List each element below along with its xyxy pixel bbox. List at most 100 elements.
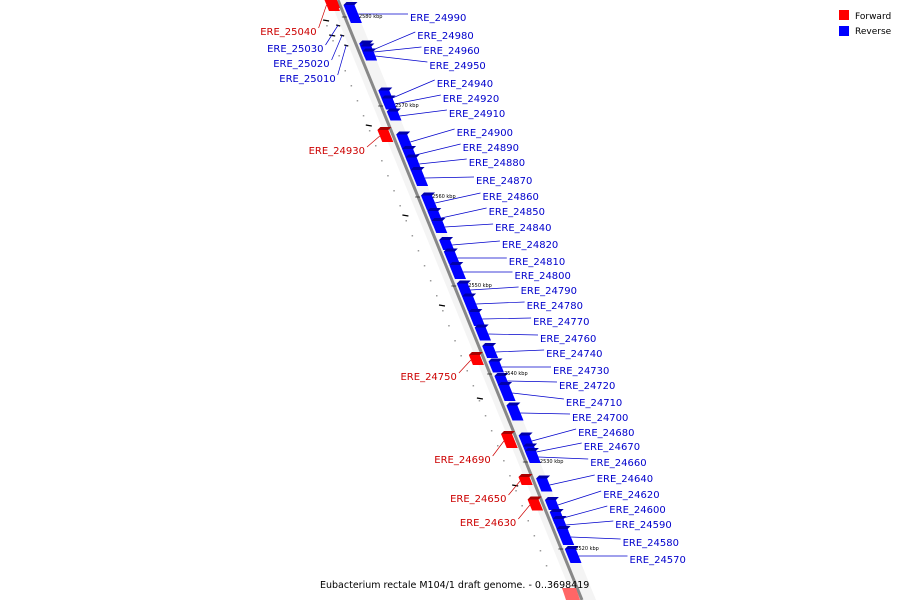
- track-dot: [497, 445, 499, 447]
- gene-feature: [431, 218, 448, 233]
- gene-leader-line: [392, 79, 435, 99]
- gene-leader-line: [538, 456, 589, 460]
- gene-label: ERE_24640: [597, 474, 653, 485]
- track-dot: [533, 535, 536, 537]
- small-feature-mark: [365, 124, 372, 127]
- genome-caption: Eubacterium rectale M104/1 draft genome.…: [320, 580, 589, 591]
- gene-leader-line: [318, 4, 327, 29]
- gene-leader-line: [476, 301, 525, 305]
- scale-tick-label: 2530 kbp: [540, 459, 564, 465]
- scale-tick-label: 2570 kbp: [395, 103, 419, 109]
- gene-label: ERE_24800: [515, 271, 571, 282]
- gene-leader-line: [507, 380, 558, 383]
- gene-label: ERE_24990: [410, 13, 466, 24]
- gene-leader-line: [512, 392, 564, 400]
- label-layer: ERE_24990 ERE_24980 ERE_24960 ERE_24950 ERE_…: [260, 4, 686, 566]
- gene-label: ERE_25030: [267, 44, 323, 55]
- track-dot: [442, 310, 444, 312]
- gene-label: ERE_24730: [553, 366, 609, 377]
- track-dot: [472, 385, 475, 387]
- gene-label: ERE_24720: [559, 381, 615, 392]
- gene-label: ERE_24660: [590, 458, 646, 469]
- track-dot: [466, 370, 468, 372]
- gene-leader-line: [520, 412, 571, 415]
- gene-label: ERE_24680: [578, 428, 634, 439]
- small-feature-mark: [329, 34, 336, 37]
- gene-leader-line: [375, 55, 428, 63]
- legend-forward-label: Forward: [855, 12, 891, 22]
- track-dot: [484, 415, 487, 417]
- gene-leader-line: [458, 359, 472, 374]
- gene-leader-line: [399, 109, 447, 117]
- gene-leader-line: [394, 94, 441, 105]
- track-dot: [521, 505, 523, 507]
- small-feature-mark: [512, 484, 519, 487]
- scale-tick-label: 2580 kbp: [359, 14, 383, 20]
- gene-feature: [462, 293, 480, 312]
- track-dot: [326, 25, 328, 27]
- gene-feature: [421, 192, 439, 211]
- gene-label: ERE_24930: [309, 146, 365, 157]
- gene-feature: [326, 0, 340, 8]
- track-dot: [362, 115, 365, 117]
- gene-label: ERE_25010: [279, 74, 335, 85]
- track-dot: [527, 520, 529, 522]
- gene-label: ERE_24890: [463, 143, 519, 154]
- gene-label: ERE_24690: [434, 455, 490, 466]
- gene-leader-line: [410, 128, 455, 143]
- scale-tick-label: 2560 kbp: [432, 194, 456, 200]
- small-feature-mark: [438, 304, 446, 307]
- track-dot: [545, 565, 548, 567]
- gene-leader-line: [570, 536, 621, 540]
- gene-label: ERE_24590: [615, 520, 671, 531]
- gene-leader-line: [419, 158, 467, 165]
- gene-label: ERE_24900: [457, 128, 513, 139]
- scale-tick-label: 2540 kbp: [504, 371, 528, 377]
- gene-label: ERE_24850: [489, 207, 545, 218]
- scale-tick-label: 2520 kbp: [575, 546, 599, 552]
- gene-leader-line: [531, 428, 577, 442]
- gene-feature: [556, 526, 575, 545]
- track-dot: [436, 295, 438, 297]
- gene-leader-line: [495, 349, 545, 353]
- gene-label: ERE_24810: [509, 257, 565, 268]
- gene-feature: [456, 280, 474, 297]
- gene-feature: [506, 402, 524, 421]
- gene-leader-line: [492, 440, 505, 457]
- gene-label: ERE_24570: [630, 555, 686, 566]
- gene-feature: [527, 496, 544, 511]
- legend-reverse-label: Reverse: [855, 27, 892, 37]
- track-dot: [350, 85, 353, 87]
- gene-feature: [377, 127, 394, 142]
- gene-feature: [439, 237, 455, 250]
- gene-label: ERE_24870: [476, 176, 532, 187]
- gene-label: ERE_24750: [400, 372, 456, 383]
- gene-label: ERE_24860: [483, 192, 539, 203]
- gene-label: ERE_24740: [546, 349, 602, 360]
- genome-backbone: [336, 0, 584, 600]
- track-dot: [539, 550, 542, 552]
- gene-label: ERE_24940: [437, 79, 493, 90]
- gene-label: ERE_24630: [460, 518, 516, 529]
- gene-leader-line: [325, 24, 339, 46]
- gene-feature: [474, 324, 491, 341]
- gene-label: ERE_24980: [417, 31, 473, 42]
- gene-label: ERE_24960: [423, 46, 479, 57]
- gene-feature: [381, 95, 397, 110]
- gene-label: ERE_24620: [603, 490, 659, 501]
- track-dot: [411, 235, 414, 237]
- track-dot: [338, 55, 340, 57]
- small-feature-mark: [323, 19, 330, 22]
- gene-label: ERE_24780: [527, 301, 583, 312]
- gene-label: ERE_25020: [273, 59, 329, 70]
- gene-feature: [482, 343, 499, 358]
- track-dot: [503, 460, 505, 462]
- legend-forward-swatch: [839, 10, 849, 20]
- gene-label: ERE_24700: [572, 413, 628, 424]
- gene-label: ERE_24650: [450, 494, 506, 505]
- gene-leader-line: [372, 31, 416, 51]
- gene-leader-line: [470, 286, 519, 291]
- tick-layer: 2580 kbp 2570 kbp 2560 kbp 2550 kbp 2540 kbp…: [341, 14, 599, 552]
- gene-leader-line: [488, 333, 539, 336]
- gene-leader-line: [482, 317, 532, 320]
